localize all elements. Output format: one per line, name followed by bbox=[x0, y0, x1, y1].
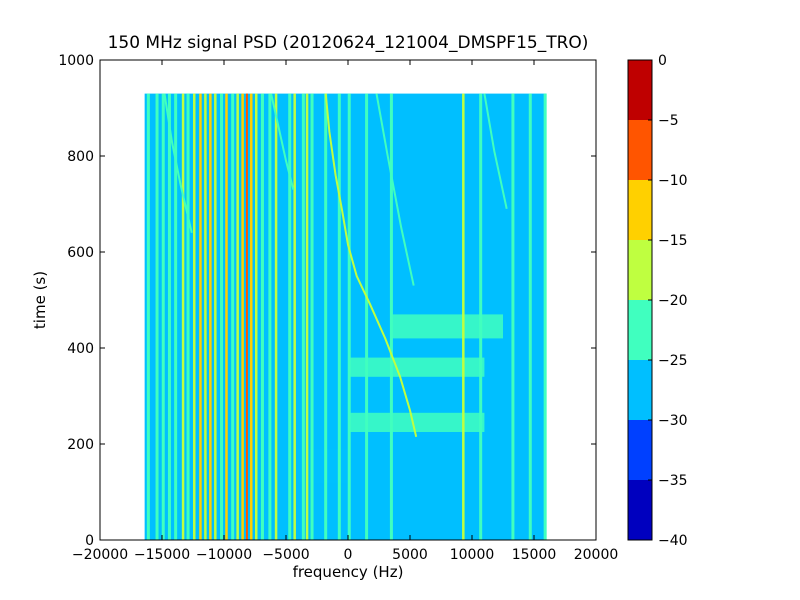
heatmap-line bbox=[174, 93, 178, 540]
heatmap-line bbox=[479, 93, 483, 540]
x-tick-label: −15000 bbox=[134, 547, 190, 563]
heatmap-line bbox=[245, 93, 248, 540]
y-axis: 0 200 400 600 800 1000 bbox=[58, 53, 596, 549]
heatmap-line bbox=[186, 93, 190, 540]
heatmap-line bbox=[310, 93, 314, 540]
x-tick-label: −5000 bbox=[262, 547, 309, 563]
x-tick-label: −20000 bbox=[72, 547, 128, 563]
x-tick-label: −10000 bbox=[196, 547, 252, 563]
heatmap-line bbox=[155, 93, 159, 540]
colorbar-tick-label: −10 bbox=[658, 173, 688, 189]
x-tick-label: 20000 bbox=[574, 547, 619, 563]
heatmap-line bbox=[268, 93, 272, 540]
heatmap-line bbox=[167, 93, 171, 540]
colorbar-segment bbox=[628, 360, 652, 420]
x-tick-label: 0 bbox=[344, 547, 353, 563]
colorbar-segment bbox=[628, 420, 652, 480]
colorbar-tick-label: −35 bbox=[658, 473, 688, 489]
colorbar-tick-label: −40 bbox=[658, 533, 688, 549]
heatmap-band bbox=[348, 357, 485, 377]
heatmap-line bbox=[274, 93, 278, 540]
heatmap-line bbox=[389, 93, 393, 540]
heatmap-line bbox=[236, 93, 239, 540]
heatmap-line bbox=[192, 93, 196, 540]
colorbar-tick-label: −25 bbox=[658, 353, 688, 369]
doppler-curve bbox=[270, 93, 295, 190]
heatmap-line bbox=[209, 93, 212, 540]
colorbar-segment bbox=[628, 60, 652, 120]
x-tick-label: 15000 bbox=[512, 547, 557, 563]
doppler-curve bbox=[324, 93, 418, 438]
heatmap-image bbox=[144, 93, 547, 540]
colorbar-segment bbox=[628, 240, 652, 300]
heatmap-line bbox=[161, 93, 165, 540]
colorbar-segment bbox=[628, 300, 652, 360]
colorbar-tick-label: 0 bbox=[658, 53, 667, 69]
colorbar-segment bbox=[628, 120, 652, 180]
heatmap-band bbox=[391, 314, 503, 339]
heatmap-line bbox=[305, 93, 309, 540]
x-axis-label: frequency (Hz) bbox=[293, 563, 404, 581]
heatmap-line bbox=[337, 93, 341, 540]
colorbar-segment bbox=[628, 180, 652, 240]
x-tick-label: 10000 bbox=[450, 547, 495, 563]
heatmap-line bbox=[214, 93, 217, 540]
colorbar-segment bbox=[628, 480, 652, 540]
heatmap-line bbox=[365, 93, 369, 540]
heatmap-line bbox=[231, 93, 235, 540]
doppler-curve bbox=[375, 93, 415, 286]
y-axis-label: time (s) bbox=[31, 271, 49, 329]
colorbar-tick-label: −15 bbox=[658, 233, 688, 249]
chart-title: 150 MHz signal PSD (20120624_121004_DMSP… bbox=[108, 33, 589, 53]
colorbar-tick-label: −5 bbox=[658, 113, 679, 129]
plot-area: −20000 −15000 −10000 −5000 0 5000 10000 15000 20… bbox=[58, 53, 618, 563]
y-tick-label: 800 bbox=[67, 149, 94, 165]
heatmap-line bbox=[347, 93, 351, 540]
colorbar-ticks: −40 −35 −30 −25 −20 −15 −10 −5 0 bbox=[648, 53, 688, 549]
y-tick-label: 600 bbox=[67, 245, 94, 261]
heatmap-line bbox=[288, 93, 292, 540]
heatmap-line bbox=[250, 93, 253, 540]
heatmap-line bbox=[254, 93, 258, 540]
heatmap-line bbox=[225, 93, 228, 540]
heatmap-line bbox=[511, 93, 515, 540]
y-tick-label: 200 bbox=[67, 437, 94, 453]
heatmap-line bbox=[293, 93, 296, 540]
heatmap-line bbox=[462, 93, 465, 540]
heatmap-line bbox=[199, 93, 202, 540]
x-tick-label: 5000 bbox=[392, 547, 428, 563]
heatmap-band bbox=[348, 412, 485, 432]
heatmap-line bbox=[324, 93, 328, 540]
heatmap-line bbox=[146, 93, 150, 540]
heatmap-line bbox=[260, 93, 264, 540]
heatmap-line bbox=[241, 93, 244, 540]
colorbar-segments bbox=[628, 60, 652, 540]
heatmap-line bbox=[204, 93, 207, 540]
heatmap-line bbox=[528, 93, 532, 540]
heatmap-line bbox=[181, 93, 185, 540]
heatmap-line bbox=[220, 93, 224, 540]
y-tick-label: 1000 bbox=[58, 53, 94, 69]
colorbar-tick-label: −30 bbox=[658, 413, 688, 429]
x-axis: −20000 −15000 −10000 −5000 0 5000 10000 15000 20… bbox=[72, 60, 618, 563]
doppler-curve bbox=[163, 93, 193, 234]
colorbar: −40 −35 −30 −25 −20 −15 −10 −5 0 bbox=[627, 53, 688, 549]
y-tick-label: 0 bbox=[85, 533, 94, 549]
heatmap-line bbox=[301, 93, 305, 540]
colorbar-tick-label: −20 bbox=[658, 293, 688, 309]
y-tick-label: 400 bbox=[67, 341, 94, 357]
heatmap-line bbox=[543, 93, 547, 540]
doppler-curve bbox=[483, 93, 508, 210]
